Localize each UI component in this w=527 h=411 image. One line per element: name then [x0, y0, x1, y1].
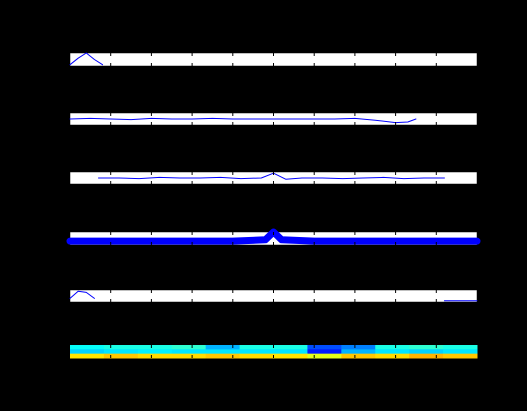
- heatmap-cell: [70, 345, 105, 350]
- heatmap-cell: [137, 349, 173, 355]
- heatmap-cell: [103, 353, 139, 359]
- heatmap-cell: [103, 345, 139, 350]
- heatmap-cell: [171, 353, 207, 359]
- data-line: [69, 117, 417, 124]
- heatmap-cell: [341, 353, 376, 359]
- heatmap-cell: [375, 345, 410, 350]
- heatmap-cell: [137, 345, 173, 350]
- data-line: [69, 290, 95, 299]
- heatmap-cell: [239, 353, 274, 359]
- heatmap-cell: [171, 345, 207, 350]
- heatmap-cell: [70, 349, 105, 355]
- heatmap-cell: [273, 349, 308, 355]
- heatmap-cell: [239, 345, 274, 350]
- heatmap-cell: [205, 349, 241, 355]
- heatmap-cell: [409, 349, 444, 355]
- heatmap-cell: [273, 353, 308, 359]
- heatmap-cell: [70, 353, 105, 359]
- heatmap-cell: [409, 353, 444, 359]
- heatmap-cell: [341, 345, 376, 350]
- heatmap-cell: [137, 353, 173, 359]
- heatmap-cell: [307, 345, 342, 350]
- heatmap-cell: [273, 345, 308, 350]
- heatmap-cell: [409, 345, 444, 350]
- heatmap-cell: [443, 345, 478, 350]
- heatmap-cell: [375, 353, 410, 359]
- data-line: [69, 52, 104, 66]
- heatmap-cell: [307, 349, 342, 355]
- heatmap-cell: [443, 349, 478, 355]
- heatmap-cell: [307, 353, 342, 359]
- heatmap-cell: [205, 345, 241, 350]
- heatmap-cell: [375, 349, 410, 355]
- heatmap-cell: [341, 349, 376, 355]
- heatmap-cell: [205, 353, 241, 359]
- heatmap-cell: [239, 349, 274, 355]
- heatmap-cell: [103, 349, 139, 355]
- heatmap-cell: [171, 349, 207, 355]
- heatmap-cell: [443, 353, 478, 359]
